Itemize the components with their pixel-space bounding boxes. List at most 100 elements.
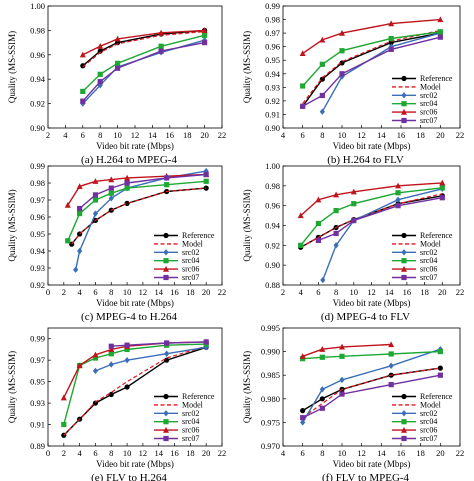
legend-marker-src06 (401, 108, 407, 115)
x-axis-label: Video bit rate (Mbps) (96, 141, 174, 151)
legend-label-model: Model (420, 239, 442, 248)
y-tick-label: 0.94 (30, 246, 46, 256)
legend-marker-src02 (401, 410, 407, 417)
x-tick-label: 2 (62, 448, 66, 458)
y-tick-label: 0.975 (261, 417, 280, 427)
data-point-src04 (124, 185, 130, 191)
data-point-src04 (92, 355, 99, 361)
data-point-src04 (158, 43, 164, 49)
y-tick-label: 0.96 (30, 50, 45, 60)
x-tick-label: 6 (81, 130, 85, 140)
data-point-reference (124, 384, 130, 390)
series-src04 (80, 32, 208, 94)
data-point-src04 (202, 32, 208, 38)
legend-label-src06: src06 (420, 108, 437, 117)
data-point-src02 (319, 108, 325, 115)
y-tick-label: 0.980 (261, 394, 280, 404)
data-point-src07 (333, 230, 339, 237)
data-point-src06 (124, 174, 131, 181)
legend-label-src04: src04 (182, 256, 199, 265)
panel-caption: (e) FLV to H.264 (91, 472, 167, 481)
series-model (63, 345, 207, 436)
y-tick-label: 0.93 (30, 263, 45, 273)
data-point-src04 (77, 211, 83, 217)
data-point-src07 (339, 391, 345, 397)
data-point-src06 (108, 176, 115, 183)
x-tick-label: 14 (377, 130, 386, 140)
x-tick-label: 10 (338, 130, 347, 140)
x-axis-label: Video bit rate (Mbps) (333, 459, 411, 469)
data-point-src04 (298, 242, 304, 248)
data-point-reference (319, 76, 325, 82)
series-src06 (299, 16, 444, 57)
x-tick-label: 10 (123, 287, 132, 297)
x-tick-label: 22 (456, 287, 465, 297)
legend-marker-src02 (163, 249, 169, 256)
chart-panel-4: 2 4 6 8 10 12 14 16 18 20 22 0.88 0.90 0.92 0.94 0.96 0.… (242, 161, 464, 323)
chart-panel-1: 2 4 6 8 10 12 14 16 18 20 22 0.90 0.92 0.94 0.96 0.98 1.… (7, 1, 226, 166)
y-tick-label: 0.97 (30, 195, 45, 205)
y-tick-label: 0.97 (30, 355, 45, 365)
legend-marker-reference (401, 232, 407, 239)
legend-label-reference: Reference (420, 231, 453, 240)
data-point-src02 (92, 367, 99, 375)
x-tick-label: 4 (78, 448, 83, 458)
series-src06 (299, 341, 395, 359)
y-tick-label: 0.95 (30, 377, 45, 387)
x-tick-label: 2 (46, 130, 50, 140)
x-tick-label: 18 (186, 287, 195, 297)
data-point-src07 (315, 237, 321, 243)
data-point-src04 (437, 349, 443, 355)
data-point-src06 (92, 351, 99, 358)
legend-marker-reference (401, 393, 407, 400)
y-axis-label: Quality (MS-SSIM) (7, 351, 17, 423)
data-point-src04 (203, 178, 209, 184)
chart-panel-3: 0 2 4 6 8 10 12 14 16 18 20 22 0.92 0.93 0.94 0.95 0.96 0… (7, 161, 226, 323)
data-point-src04 (61, 421, 67, 428)
x-tick-label: 10 (338, 448, 347, 458)
y-tick-label: 0.94 (265, 69, 281, 79)
data-point-src04 (388, 351, 394, 357)
data-point-src02 (388, 362, 394, 369)
data-point-src06 (439, 179, 446, 186)
data-point-src07 (300, 103, 306, 109)
data-point-src07 (164, 340, 170, 346)
panel-caption: (a) H.264 to MPEG-4 (81, 154, 177, 166)
data-point-src07 (203, 171, 209, 178)
data-point-reference (108, 391, 114, 398)
legend-label-reference: Reference (420, 392, 453, 401)
data-point-src06 (201, 27, 208, 33)
data-point-src02 (320, 276, 326, 284)
x-tick-label: 16 (170, 448, 179, 458)
legend-marker-src07 (163, 435, 169, 442)
x-tick-label: 22 (456, 448, 465, 458)
data-point-src07 (108, 185, 114, 191)
y-tick-label: 0.89 (30, 441, 45, 451)
x-tick-label: 10 (123, 448, 132, 458)
legend-label-reference: Reference (182, 231, 215, 240)
data-point-src04 (124, 346, 130, 353)
x-tick-label: 18 (420, 287, 429, 297)
data-point-src04 (315, 220, 321, 227)
panel-caption: (d) MPEG-4 to FLV (321, 311, 410, 323)
data-point-src07 (319, 92, 325, 99)
data-point-src04 (333, 208, 339, 214)
y-tick-label: 0.99 (30, 334, 45, 344)
x-axis-label: Video bit rate (Mbps) (96, 459, 174, 469)
x-tick-label: 20 (202, 448, 211, 458)
data-point-src06 (339, 343, 345, 350)
data-point-src07 (80, 98, 86, 104)
x-tick-label: 6 (93, 448, 97, 458)
series-line-src06 (300, 182, 443, 217)
y-tick-label: 0.88 (265, 280, 280, 290)
legend-marker-src06 (401, 265, 407, 272)
legend-marker-src06 (163, 265, 169, 272)
x-axis-label: Vidoe bit rate (Mbps) (96, 298, 174, 308)
x-tick-label: 18 (416, 448, 425, 458)
data-point-reference (124, 200, 130, 206)
data-point-src06 (97, 43, 104, 49)
legend-label-src07: src07 (182, 273, 199, 282)
